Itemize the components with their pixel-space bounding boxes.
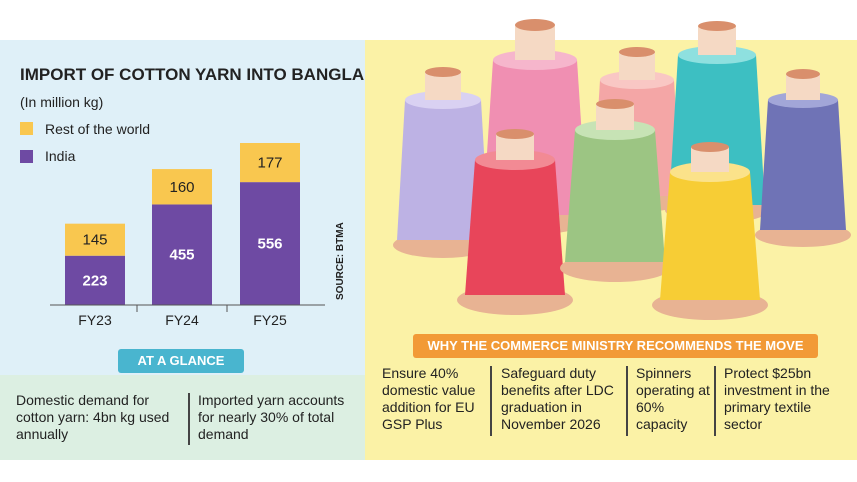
spool-yellow	[652, 142, 768, 320]
bar-india-FY25	[240, 182, 300, 305]
spool-green	[560, 99, 670, 282]
recommend-item: Protect $25bn investment in the primary …	[724, 365, 830, 432]
bars-group: 223 145 455 160 556 177	[65, 143, 300, 305]
bar-rest-FY23	[65, 223, 125, 256]
value-label-rest: 177	[257, 155, 282, 172]
yarn-spools-illustration	[393, 19, 851, 320]
value-label-india: 556	[257, 236, 282, 253]
bar-india-FY24	[152, 204, 212, 305]
recommend-divider	[626, 366, 628, 436]
value-label-rest: 160	[169, 179, 194, 196]
chart-subtitle: (In million kg)	[20, 94, 103, 110]
glance-item: Domestic demand for cotton yarn: 4bn kg …	[16, 392, 170, 442]
legend-label-rest: Rest of the world	[45, 121, 150, 137]
cotton-yarn-chart: IMPORT OF COTTON YARN INTO BANGLADESH (I…	[20, 65, 365, 328]
spool-blue	[755, 69, 851, 247]
value-label-rest: 145	[82, 232, 107, 249]
recommend-divider	[714, 366, 716, 436]
source-label: SOURCE: BTMA	[335, 222, 346, 300]
recommend-item: Spinners operating at 60% capacity	[636, 365, 710, 432]
glance-panel	[0, 375, 365, 460]
bar-rest-FY25	[240, 143, 300, 183]
spool-red	[457, 129, 573, 315]
x-tick-label: FY23	[78, 312, 112, 328]
chart-title: IMPORT OF COTTON YARN INTO BANGLADESH	[20, 65, 365, 84]
bar-rest-FY24	[152, 169, 212, 205]
glance-divider	[188, 393, 190, 445]
x-tick-label: FY24	[165, 312, 199, 328]
glance-title: AT A GLANCE	[118, 349, 244, 373]
glance-item: Imported yarn accounts for nearly 30% of…	[198, 392, 345, 442]
value-label-india: 223	[82, 272, 107, 289]
recommend-divider	[490, 366, 492, 436]
recommend-item: Ensure 40% domestic value addition for E…	[382, 365, 476, 432]
x-ticks: FY23 FY24 FY25	[78, 312, 287, 328]
spool-lavender	[393, 67, 493, 258]
recommend-item: Safeguard duty benefits after LDC gradua…	[501, 365, 614, 432]
bar-india-FY23	[65, 255, 125, 305]
legend-swatch-india	[20, 150, 33, 163]
legend-label-india: India	[45, 148, 76, 164]
legend-swatch-rest	[20, 122, 33, 135]
recommend-title: WHY THE COMMERCE MINISTRY RECOMMENDS THE…	[413, 334, 818, 358]
x-tick-label: FY25	[253, 312, 287, 328]
value-label-india: 455	[169, 247, 194, 264]
